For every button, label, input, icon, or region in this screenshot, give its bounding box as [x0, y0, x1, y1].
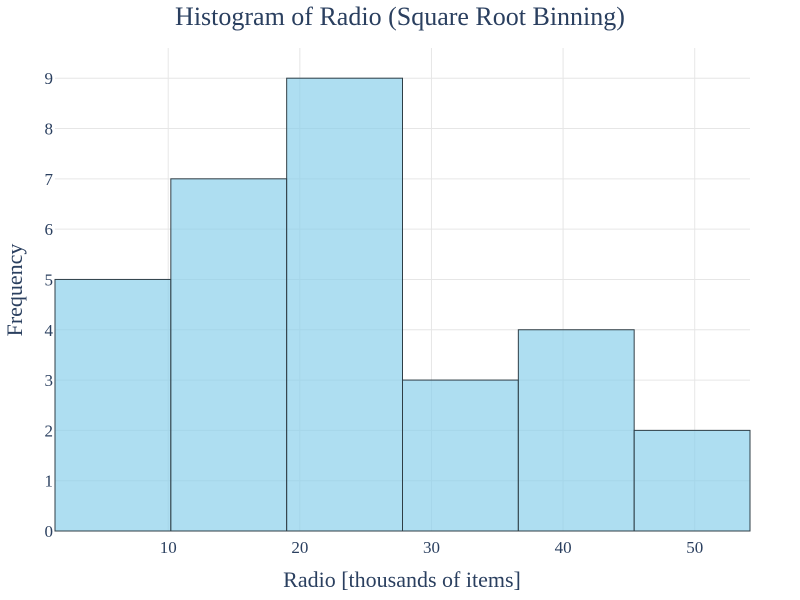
x-tick-label: 30 [423, 538, 440, 557]
chart-title: Histogram of Radio (Square Root Binning) [175, 2, 625, 31]
x-tick-label: 40 [555, 538, 572, 557]
y-tick-label: 9 [45, 69, 54, 88]
x-tick-label: 20 [291, 538, 308, 557]
y-tick-label: 2 [45, 421, 54, 440]
y-tick-label: 5 [45, 270, 54, 289]
y-axis-title: Frequency [2, 244, 27, 337]
y-axis-ticks: 0 1 2 3 4 5 6 7 8 9 [45, 69, 54, 541]
x-tick-label: 10 [160, 538, 177, 557]
histogram-bar [54, 278, 172, 532]
y-tick-label: 4 [45, 321, 54, 340]
y-tick-label: 1 [45, 472, 54, 491]
y-tick-label: 3 [45, 371, 54, 390]
y-tick-label: 6 [45, 220, 54, 239]
y-tick-label: 8 [45, 120, 54, 139]
x-axis-title: Radio [thousands of items] [283, 567, 521, 592]
histogram-bar [286, 77, 403, 532]
histogram-bar [402, 379, 519, 532]
histogram-bar [517, 329, 635, 532]
histogram-bar [170, 178, 288, 532]
y-tick-label: 7 [45, 170, 54, 189]
histogram-bar [633, 429, 751, 532]
x-tick-label: 50 [686, 538, 703, 557]
y-tick-label: 0 [45, 522, 54, 541]
x-axis-ticks: 10 20 30 40 50 [160, 538, 704, 557]
histogram-bars [54, 77, 751, 532]
